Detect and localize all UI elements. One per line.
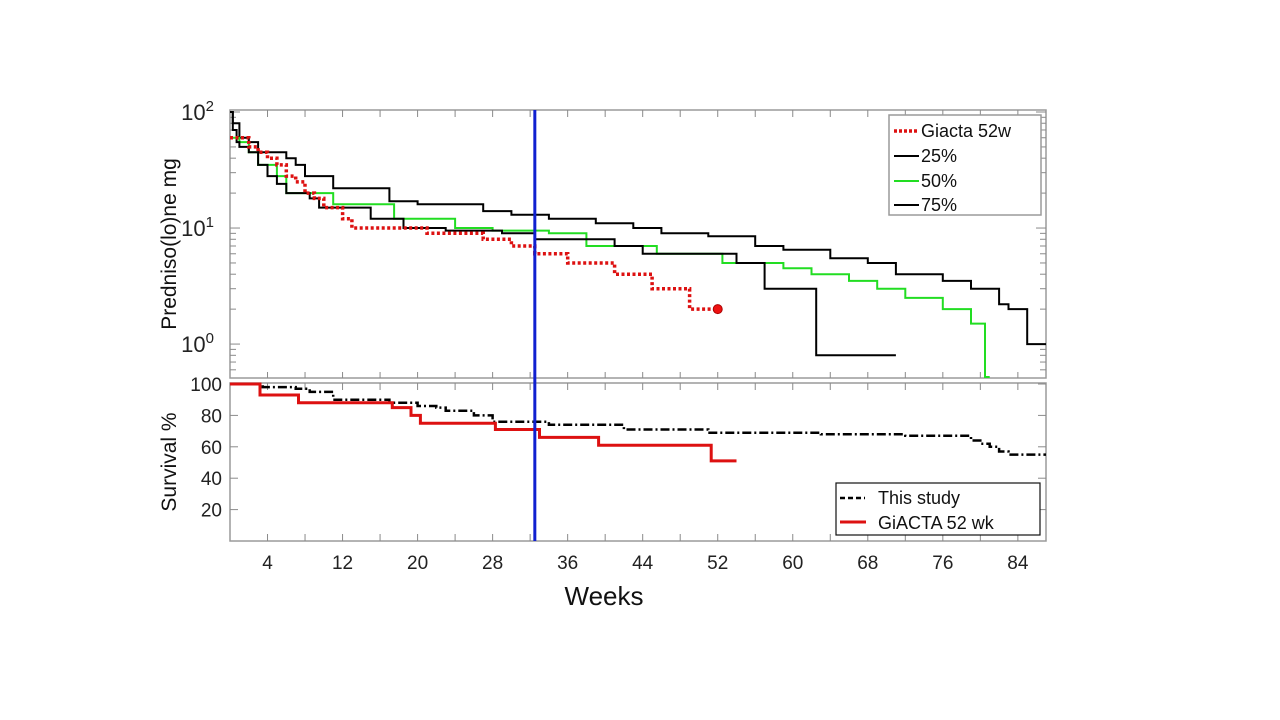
bottom-legend: This study GiACTA 52 wk <box>835 482 1041 536</box>
legend-label-25: 25% <box>921 146 957 166</box>
bottom-y-axis-title: Survival % <box>158 412 181 511</box>
bottom-y-tick-label: 100 <box>190 375 222 396</box>
survival-line-giacta-52-wk <box>230 382 737 463</box>
bottom-axis-ticks <box>230 383 1046 541</box>
bottom-y-tick-labels: 20 40 60 80 100 <box>190 375 222 522</box>
bottom-y-tick-label: 60 <box>201 438 222 459</box>
survival-line-this-study <box>230 382 1046 456</box>
top-y-axis-title: Predniso(lo)ne mg <box>158 158 181 330</box>
series-line-75- <box>230 111 1046 346</box>
x-tick-label: 4 <box>262 553 273 574</box>
top-y-tick-label: 100 <box>181 330 214 357</box>
x-tick-label: 28 <box>482 553 503 574</box>
x-tick-label: 52 <box>707 553 728 574</box>
x-tick-label: 68 <box>857 553 878 574</box>
bottom-series-group <box>230 382 1046 463</box>
top-y-tick-labels: 102 101 100 <box>181 98 214 357</box>
series-line-giacta-52w <box>230 135 718 311</box>
top-series-group <box>230 111 1046 378</box>
legend-label-giacta-52wk: GiACTA 52 wk <box>878 513 995 533</box>
x-tick-label: 76 <box>932 553 953 574</box>
legend-label-75: 75% <box>921 195 957 215</box>
x-tick-label: 44 <box>632 553 654 574</box>
x-tick-label: 84 <box>1007 553 1029 574</box>
series-end-marker <box>712 304 723 315</box>
top-y-tick-label: 102 <box>181 98 214 125</box>
x-tick-labels: 4 12 20 28 36 44 52 60 68 76 84 <box>262 553 1029 574</box>
x-tick-label: 60 <box>782 553 803 574</box>
bottom-y-tick-label: 20 <box>201 501 222 522</box>
x-tick-label: 36 <box>557 553 578 574</box>
legend-label-giacta-52w: Giacta 52w <box>921 121 1012 141</box>
series-line-25- <box>230 111 896 357</box>
legend-label-50: 50% <box>921 171 957 191</box>
top-y-tick-label: 101 <box>181 214 214 241</box>
x-axis-title: Weeks <box>565 581 644 611</box>
legend-label-this-study: This study <box>878 488 960 508</box>
bottom-y-tick-label: 40 <box>201 469 222 490</box>
top-legend: Giacta 52w 25% 50% 75% <box>888 114 1042 216</box>
x-tick-label: 20 <box>407 553 428 574</box>
bottom-y-tick-label: 80 <box>201 406 222 427</box>
x-tick-label: 12 <box>332 553 353 574</box>
